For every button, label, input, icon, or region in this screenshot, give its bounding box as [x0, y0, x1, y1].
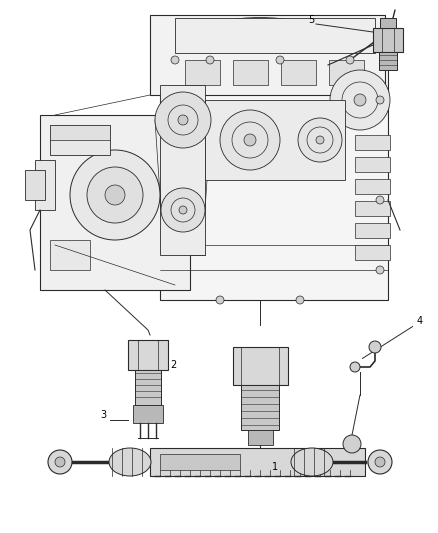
Bar [355, 201, 390, 216]
Text: 2: 2 [170, 360, 176, 370]
Bar [175, 18, 375, 53]
Bar [329, 60, 364, 85]
Circle shape [343, 435, 361, 453]
Circle shape [376, 96, 384, 104]
Bar [233, 347, 288, 385]
Circle shape [206, 56, 214, 64]
Bar [50, 240, 90, 270]
Bar [35, 160, 55, 210]
Text: 1: 1 [272, 462, 278, 472]
Bar [128, 340, 168, 370]
Bar [379, 52, 397, 70]
Circle shape [179, 206, 187, 214]
Bar [355, 179, 390, 194]
Bar [355, 245, 390, 260]
Circle shape [178, 115, 188, 125]
Bar [248, 430, 273, 445]
Text: 3: 3 [100, 410, 106, 420]
Bar [233, 60, 268, 85]
Circle shape [55, 457, 65, 467]
Bar [150, 15, 385, 95]
Bar [50, 125, 110, 140]
Ellipse shape [210, 18, 310, 43]
Bar [40, 115, 190, 290]
Bar [355, 157, 390, 172]
Circle shape [87, 167, 143, 223]
Bar [355, 135, 390, 150]
Bar [50, 125, 110, 155]
Circle shape [298, 118, 342, 162]
Bar [150, 448, 365, 476]
Circle shape [376, 196, 384, 204]
Bar [355, 223, 390, 238]
Bar [205, 100, 345, 180]
Circle shape [155, 92, 211, 148]
Bar [241, 385, 279, 430]
Circle shape [346, 56, 354, 64]
Circle shape [216, 296, 224, 304]
Bar [281, 60, 316, 85]
Circle shape [220, 110, 280, 170]
Circle shape [296, 296, 304, 304]
Bar [160, 60, 388, 300]
Circle shape [276, 56, 284, 64]
Bar [185, 60, 220, 85]
Text: 5: 5 [308, 15, 314, 25]
Circle shape [330, 70, 390, 130]
Circle shape [70, 150, 160, 240]
Circle shape [369, 341, 381, 353]
Bar [373, 28, 403, 52]
Circle shape [244, 134, 256, 146]
Circle shape [161, 188, 205, 232]
Circle shape [368, 450, 392, 474]
Circle shape [316, 136, 324, 144]
Bar [135, 370, 161, 405]
Text: 4: 4 [417, 316, 423, 326]
Bar [380, 18, 396, 28]
Circle shape [105, 185, 125, 205]
Circle shape [171, 56, 179, 64]
Ellipse shape [109, 448, 151, 476]
Ellipse shape [291, 448, 333, 476]
Circle shape [376, 266, 384, 274]
Bar [160, 85, 205, 255]
Bar [160, 454, 240, 470]
Circle shape [48, 450, 72, 474]
Circle shape [375, 457, 385, 467]
Circle shape [354, 94, 366, 106]
Circle shape [350, 362, 360, 372]
Bar [25, 170, 45, 200]
Bar [133, 405, 163, 423]
